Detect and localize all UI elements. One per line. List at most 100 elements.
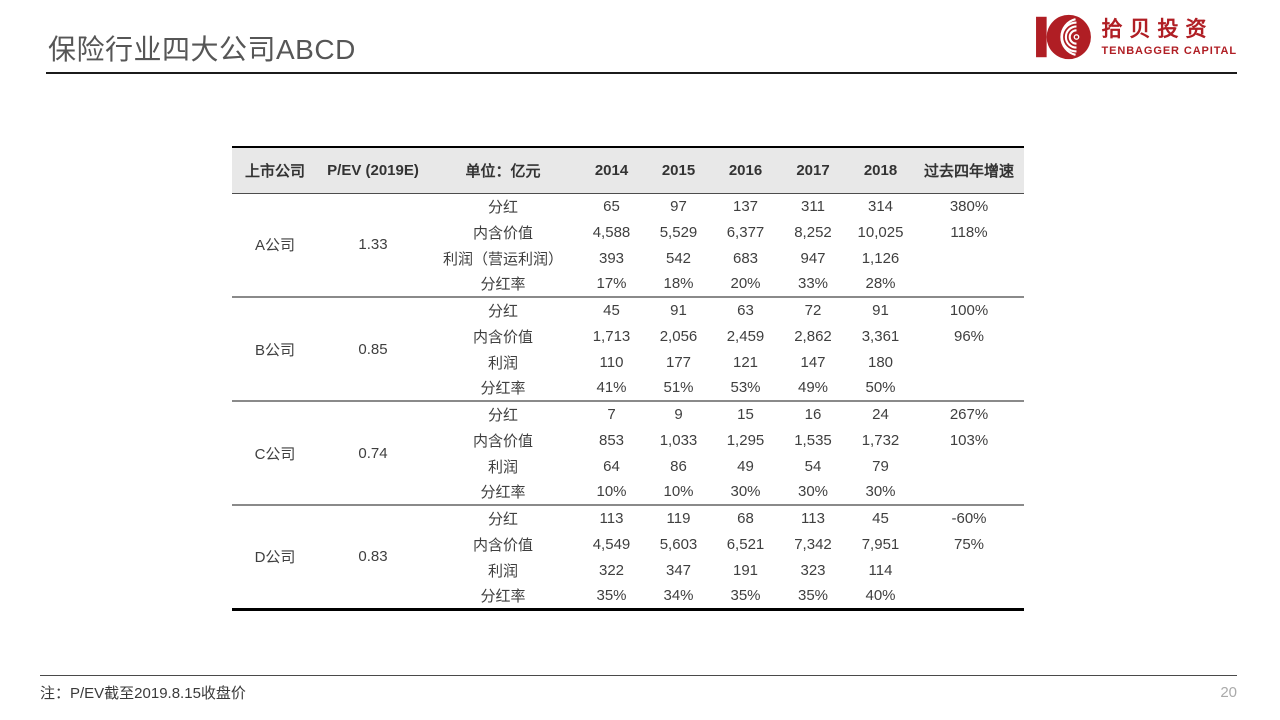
year-value-cell: 1,033 <box>659 431 698 449</box>
company-name-cell: C公司 <box>232 400 318 505</box>
table-row: 内含价值 1,713 2,056 2,459 2,862 3,361 96% <box>232 323 1024 349</box>
table-row: 内含价值 853 1,033 1,295 1,535 1,732 103% <box>232 427 1024 453</box>
metric-label-cell: 内含价值 <box>472 224 533 242</box>
growth-value-cell <box>914 349 1024 375</box>
year-value-cell: 35% <box>730 586 761 604</box>
year-value-cell: 6,377 <box>726 223 765 241</box>
year-value-cell: 7,342 <box>794 535 832 553</box>
company-name-cell: D公司 <box>232 504 318 609</box>
growth-value-cell <box>914 583 1024 609</box>
metric-label-cell: 分红率 <box>480 484 526 501</box>
year-value-cell: 28% <box>865 275 896 292</box>
year-value-cell: 113 <box>578 504 645 531</box>
year-value-cell: 323 <box>800 561 826 579</box>
table-row: 内含价值 4,549 5,603 6,521 7,342 7,951 75% <box>232 531 1024 557</box>
year-value-cell: 5,529 <box>659 223 698 241</box>
year-value-cell: 7,951 <box>861 535 900 553</box>
year-value-cell: 9 <box>645 400 712 427</box>
table-row: 利润 64 86 49 54 79 <box>232 453 1024 479</box>
metric-label-cell: 分红率 <box>480 276 526 293</box>
year-value-cell: 4,549 <box>592 535 631 553</box>
metric-label-cell: 内含价值 <box>472 328 533 346</box>
growth-value-cell: 103% <box>949 431 989 449</box>
year-value-cell: 113 <box>779 504 847 531</box>
year-value-cell: 542 <box>665 249 692 267</box>
year-value-cell: 6,521 <box>726 535 765 553</box>
table-row: 分红率 17% 18% 20% 33% 28% <box>232 271 1024 297</box>
table-row: 利润（营运利润） 393 542 683 947 1,126 <box>232 245 1024 271</box>
growth-value-cell: -60% <box>914 504 1024 531</box>
year-value-cell: 79 <box>872 457 889 475</box>
table-row: B公司 0.85 分红 45 91 63 72 91 100% <box>232 296 1024 401</box>
year-value-cell: 147 <box>800 353 826 371</box>
growth-value-cell <box>914 453 1024 479</box>
year-value-cell: 393 <box>598 249 625 267</box>
table-row: 内含价值 4,588 5,529 6,377 8,252 10,025 118% <box>232 219 1024 245</box>
year-value-cell: 72 <box>779 296 847 323</box>
year-value-cell: 7 <box>578 400 645 427</box>
year-value-cell: 1,535 <box>794 431 832 449</box>
year-value-cell: 30% <box>730 483 761 500</box>
column-header-2: 单位：亿元 <box>428 147 578 194</box>
year-value-cell: 45 <box>847 504 914 531</box>
year-value-cell: 34% <box>663 586 694 604</box>
year-value-cell: 119 <box>645 504 712 531</box>
growth-value-cell <box>914 557 1024 583</box>
logo-name-cn: 拾贝投资 <box>1101 18 1214 42</box>
year-value-cell: 40% <box>865 586 896 604</box>
page-title: 保险行业四大公司ABCD <box>48 34 356 65</box>
growth-value-cell <box>914 375 1024 401</box>
company-name-cell: A公司 <box>254 237 295 255</box>
table-header-row: 上市公司 P/EV (2019E) 单位：亿元 2014 2015 2016 2017 201… <box>232 147 1024 194</box>
metric-label-cell: 内含价值 <box>472 536 533 554</box>
page-number: 20 <box>1220 684 1237 701</box>
title-underline <box>46 72 1237 74</box>
year-value-cell: 16 <box>779 400 847 427</box>
year-value-cell: 20% <box>730 275 761 292</box>
insurance-companies-table: 上市公司 P/EV (2019E) 单位：亿元 2014 2015 2016 2017 201… <box>232 146 1024 611</box>
year-value-cell: 91 <box>645 296 712 323</box>
metric-label-cell: 利润 <box>487 458 518 476</box>
year-value-cell: 10% <box>663 483 694 500</box>
year-value-cell: 24 <box>847 400 914 427</box>
column-header-0: 上市公司 <box>232 147 318 194</box>
year-value-cell: 33% <box>797 275 829 292</box>
growth-value-cell <box>914 271 1024 297</box>
year-value-cell: 683 <box>732 249 759 267</box>
metric-label-cell: 分红 <box>487 198 518 216</box>
year-value-cell: 947 <box>800 249 826 267</box>
year-value-cell: 322 <box>598 561 625 579</box>
column-header-6: 2017 <box>779 147 847 194</box>
logo-text: 拾贝投资 TENBAGGER CAPITAL <box>1102 17 1237 56</box>
year-value-cell: 1,732 <box>861 431 900 449</box>
year-value-cell: 18% <box>663 275 694 292</box>
year-value-cell: 91 <box>847 296 914 323</box>
table-row: 分红率 41% 51% 53% 49% 50% <box>232 375 1024 401</box>
metric-label-cell: 内含价值 <box>472 432 533 450</box>
year-value-cell: 180 <box>867 353 894 371</box>
year-value-cell: 191 <box>732 561 759 579</box>
metric-label-cell: 分红 <box>428 400 578 427</box>
company-logo: 拾贝投资 TENBAGGER CAPITAL <box>1033 11 1237 63</box>
year-value-cell: 50% <box>865 379 896 396</box>
growth-value-cell: 118% <box>950 223 988 241</box>
year-value-cell: 30% <box>797 483 829 500</box>
metric-label-cell: 分红 <box>428 296 578 323</box>
column-header-3: 2014 <box>578 147 645 194</box>
year-value-cell: 3,361 <box>861 327 900 345</box>
year-value-cell: 41% <box>596 379 627 396</box>
footnote-text: 注：P/EV截至2019.8.15收盘价 <box>40 685 246 702</box>
table-row: 分红率 35% 34% 35% 35% 40% <box>232 583 1024 609</box>
year-value-cell: 5,603 <box>659 535 698 553</box>
logo-name-en: TENBAGGER CAPITAL <box>1101 44 1237 57</box>
column-header-1: P/EV (2019E) <box>318 147 428 194</box>
pev-value-cell: 1.33 <box>358 236 388 254</box>
year-value-cell: 54 <box>804 457 822 475</box>
metric-label-cell: 分红 <box>428 504 578 531</box>
metric-label-cell: 利润（营运利润） <box>442 250 563 268</box>
year-value-cell: 15 <box>712 400 779 427</box>
year-value-cell: 1,713 <box>592 327 631 345</box>
growth-value-cell <box>914 245 1024 271</box>
year-value-cell: 177 <box>665 353 692 371</box>
pev-value-cell: 0.85 <box>318 296 428 401</box>
